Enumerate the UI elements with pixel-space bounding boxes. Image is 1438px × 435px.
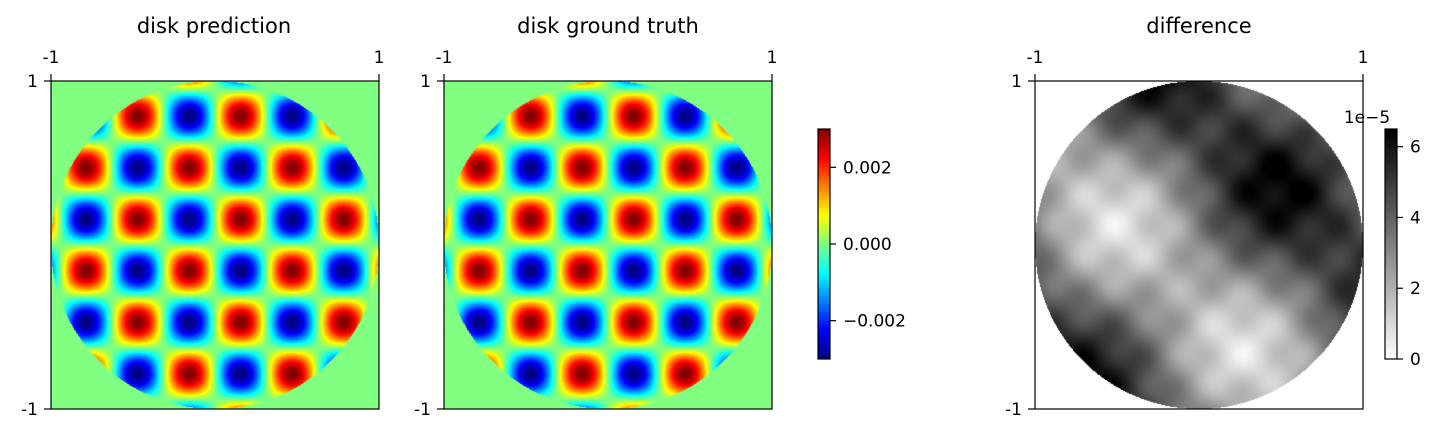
heatmap-image (1035, 81, 1363, 409)
colorbar-tick-label: 0.002 (843, 158, 892, 178)
colorbar-tick-label: −0.002 (843, 312, 906, 332)
colorbar-tick-label: 6 (1410, 138, 1421, 158)
colorbar-tick-label: 0.000 (843, 235, 892, 255)
colorbar-gray: 1e−5 6 4 2 0 (1344, 108, 1421, 370)
y-tick-label: -1 (21, 400, 38, 420)
x-tick-label: -1 (1027, 48, 1044, 68)
plot-frame (443, 80, 773, 410)
plot-frame (1034, 80, 1364, 410)
colorbar-gradient (1385, 129, 1397, 359)
colorbar-tick-label: 2 (1410, 279, 1421, 299)
panel-disk-ground-truth: disk ground truth -1 1 1 -1 (414, 14, 777, 420)
panel-difference: difference -1 1 1 -1 (1005, 14, 1368, 420)
colorbar-frame (1384, 128, 1398, 360)
y-tick-label: 1 (420, 72, 431, 92)
x-tick-label: 1 (767, 48, 778, 68)
plot-frame (50, 80, 380, 410)
heatmap-image (51, 81, 379, 409)
x-tick-label: -1 (436, 48, 453, 68)
x-tick-label: -1 (43, 48, 60, 68)
y-tick-label: -1 (1005, 400, 1022, 420)
colorbar-tick-label: 0 (1410, 350, 1421, 370)
x-tick-label: 1 (374, 48, 385, 68)
panel-title: difference (1146, 14, 1251, 38)
panel-title: disk prediction (137, 14, 291, 38)
heatmap-image (444, 81, 772, 409)
panel-title: disk ground truth (517, 14, 699, 38)
colorbar-tick-label: 4 (1410, 208, 1421, 228)
colorbar-jet: 0.002 0.000 −0.002 (817, 128, 906, 360)
colorbar-offset-label: 1e−5 (1344, 108, 1390, 128)
y-tick-label: -1 (414, 400, 431, 420)
x-tick-label: 1 (1358, 48, 1369, 68)
panel-disk-prediction: disk prediction -1 1 1 -1 (21, 14, 384, 420)
y-tick-label: 1 (27, 72, 38, 92)
colorbar-gradient (818, 129, 830, 359)
y-tick-label: 1 (1011, 72, 1022, 92)
